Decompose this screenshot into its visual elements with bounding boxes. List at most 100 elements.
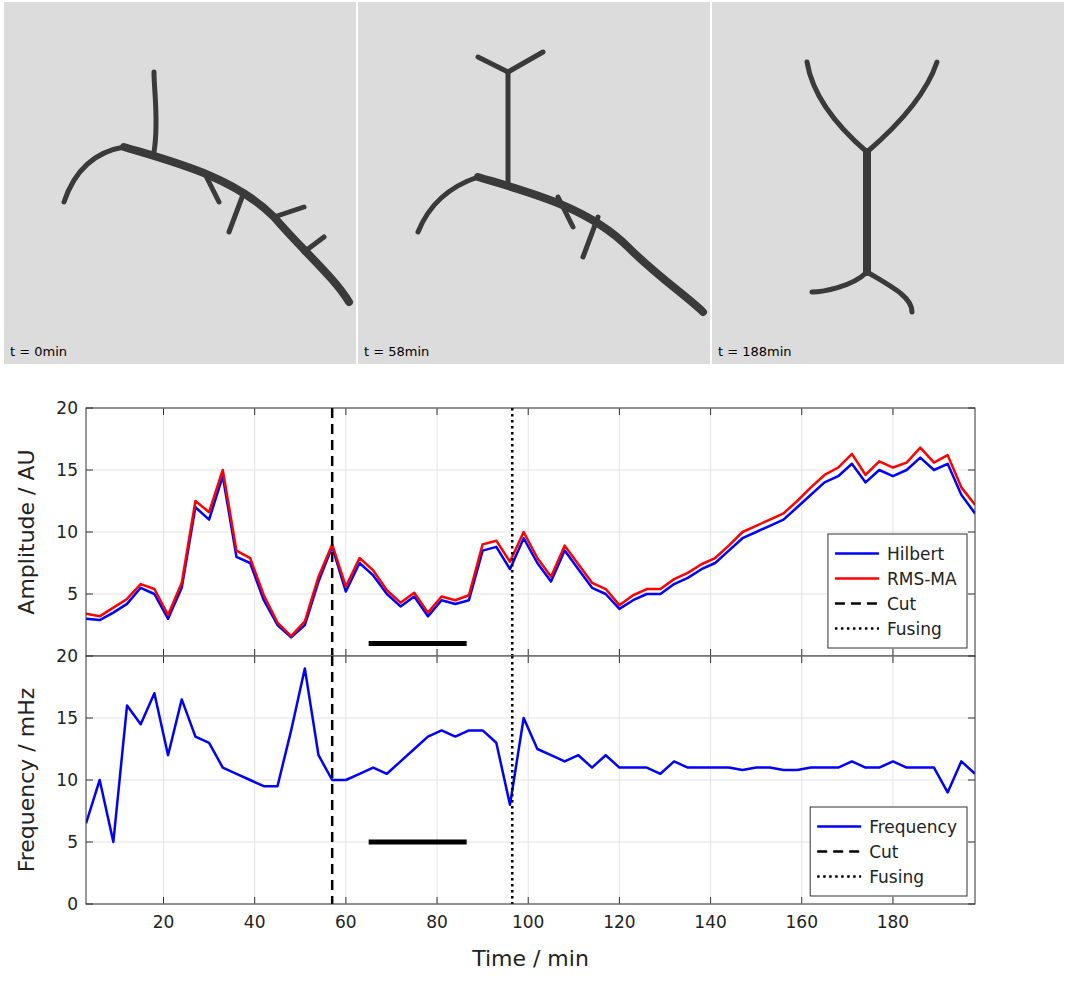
tick-mark: [163, 649, 164, 656]
grid-line: [86, 780, 975, 781]
organism-vein: [64, 147, 124, 202]
tick-label: 10: [56, 770, 78, 790]
tick-mark: [710, 408, 711, 415]
tick-mark: [86, 532, 93, 533]
legend: HilbertRMS-MACutFusing: [828, 534, 967, 648]
event-line: [511, 408, 514, 656]
tick-label: 40: [244, 912, 266, 932]
organism-vein: [812, 272, 867, 292]
organism-vein: [867, 62, 937, 152]
tick-label: 20: [56, 398, 78, 418]
tick-mark: [86, 780, 93, 781]
tick-mark: [619, 656, 620, 663]
scale-bar: [369, 641, 467, 646]
legend-label: Hilbert: [887, 544, 944, 564]
legend-box: [810, 807, 967, 896]
organism-vein: [506, 72, 511, 182]
tick-label: 100: [512, 912, 544, 932]
tick-label: 60: [335, 912, 357, 932]
tick-label: 180: [877, 912, 909, 932]
tick-mark: [254, 656, 255, 663]
grid-line: [86, 532, 975, 533]
tick-mark: [619, 897, 620, 904]
grid-line: [86, 470, 975, 471]
tick-mark: [801, 408, 802, 415]
tick-mark: [528, 649, 529, 656]
tick-mark: [163, 408, 164, 415]
tick-mark: [968, 594, 975, 595]
legend-swatch: [817, 850, 861, 853]
photo-label: t = 0min: [10, 344, 67, 359]
axis-title: Time / min: [471, 946, 589, 971]
tick-mark: [710, 649, 711, 656]
organism-vein: [867, 272, 912, 312]
tick-mark: [892, 897, 893, 904]
organism-vein: [478, 177, 703, 312]
tick-label: 160: [786, 912, 818, 932]
tick-mark: [254, 649, 255, 656]
photo-panel: t = 58min: [358, 2, 710, 364]
axis-title: Frequency / mHz: [14, 688, 39, 873]
tick-mark: [968, 718, 975, 719]
tick-mark: [437, 649, 438, 656]
organism-vein: [229, 192, 244, 232]
tick-mark: [528, 897, 529, 904]
tick-mark: [710, 897, 711, 904]
tick-mark: [801, 897, 802, 904]
tick-mark: [86, 470, 93, 471]
tick-label: 15: [56, 460, 78, 480]
tick-label: 10: [56, 522, 78, 542]
tick-mark: [86, 594, 93, 595]
legend-label: Cut: [869, 842, 899, 862]
tick-mark: [345, 408, 346, 415]
event-line: [331, 656, 334, 904]
organism-vein: [807, 62, 867, 152]
legend-label: Fusing: [887, 619, 942, 639]
tick-mark: [801, 649, 802, 656]
event-line: [331, 408, 334, 656]
tick-mark: [163, 897, 164, 904]
tick-mark: [163, 656, 164, 663]
photo-label: t = 188min: [718, 344, 792, 359]
plot-frame: [86, 408, 975, 656]
plot-frame: [86, 656, 975, 904]
legend-label: RMS-MA: [887, 569, 957, 589]
organism-vein: [478, 57, 508, 72]
data-group: [86, 408, 975, 656]
photo-background: [4, 2, 356, 364]
tick-mark: [254, 408, 255, 415]
tick-mark: [892, 649, 893, 656]
tick-mark: [968, 780, 975, 781]
legend: FrequencyCutFusing: [810, 807, 967, 896]
tick-mark: [345, 649, 346, 656]
organism-vein: [274, 207, 304, 217]
tick-mark: [528, 656, 529, 663]
plot-background: [86, 656, 975, 904]
tick-mark: [968, 470, 975, 471]
tick-mark: [528, 408, 529, 415]
organism-vein: [583, 217, 598, 257]
tick-mark: [968, 532, 975, 533]
tick-mark: [710, 656, 711, 663]
axis-title: Amplitude / AU: [14, 449, 39, 614]
legend-swatch: [817, 825, 861, 828]
tick-mark: [437, 408, 438, 415]
legend-label: Fusing: [869, 867, 924, 887]
legend-swatch: [835, 552, 879, 555]
plot-background: [86, 408, 975, 656]
tick-label: 140: [694, 912, 726, 932]
tick-mark: [345, 656, 346, 663]
legend-swatch: [817, 875, 861, 878]
legend-swatch: [835, 602, 879, 605]
tick-mark: [86, 842, 93, 843]
tick-mark: [345, 897, 346, 904]
organism-vein: [863, 152, 871, 272]
legend-swatch: [835, 627, 879, 630]
grid-line: [86, 718, 975, 719]
tick-mark: [86, 718, 93, 719]
tick-label: 20: [153, 912, 175, 932]
tick-mark: [968, 842, 975, 843]
tick-label: 120: [603, 912, 635, 932]
photo-background: [358, 2, 710, 364]
scale-bar: [369, 840, 467, 845]
